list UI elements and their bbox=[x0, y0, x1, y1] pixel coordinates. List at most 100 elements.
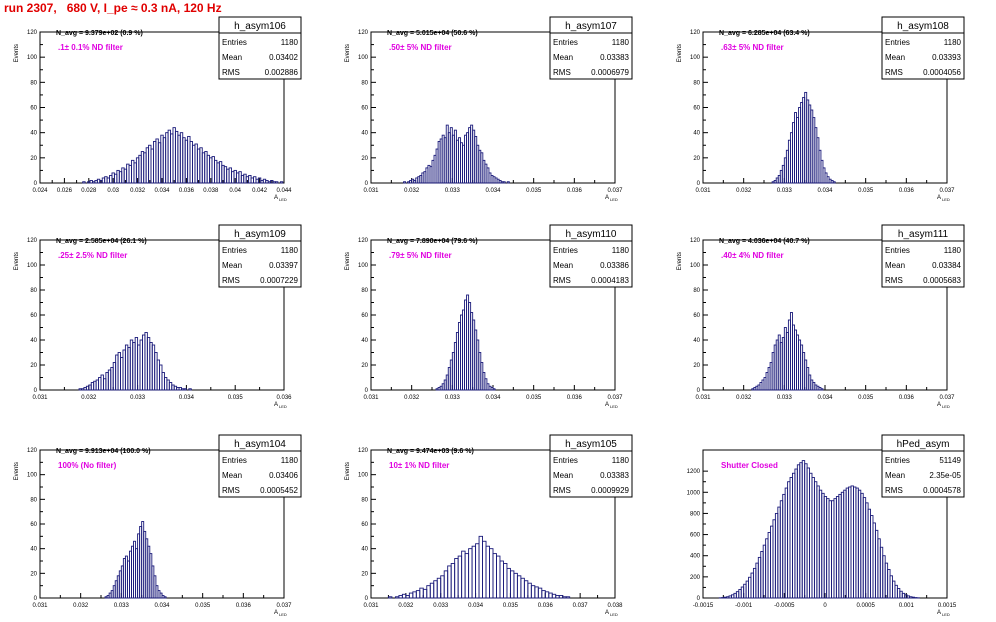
histogram-bin bbox=[513, 572, 518, 599]
x-tick-label: 0.032 bbox=[81, 395, 97, 401]
x-tick-label: 0.028 bbox=[81, 188, 97, 194]
stat-value-rms: 0.002886 bbox=[265, 68, 299, 77]
histogram-bin bbox=[541, 590, 546, 599]
histogram-bin bbox=[401, 593, 407, 599]
x-tick-label: 0.034 bbox=[179, 395, 195, 401]
filter-label: .40± 4% ND filter bbox=[721, 251, 784, 260]
histogram-bin bbox=[506, 181, 510, 184]
navg-label: N_avg = 4.036e+04 (40.7 %) bbox=[719, 238, 810, 245]
x-axis-title: A bbox=[937, 402, 941, 408]
x-tick-label: 0.026 bbox=[57, 188, 73, 194]
histogram-bin bbox=[499, 560, 504, 599]
histogram-bin bbox=[544, 591, 550, 599]
x-tick-label: 0.036 bbox=[899, 188, 915, 194]
x-tick-label: 0.031 bbox=[32, 395, 48, 401]
histogram-bin bbox=[436, 577, 442, 599]
stat-label-entries: Entries bbox=[222, 246, 247, 255]
histogram-bin bbox=[832, 181, 836, 184]
y-tick-label: 0 bbox=[365, 596, 369, 602]
y-tick-label: 60 bbox=[693, 313, 700, 319]
y-tick-label: 100 bbox=[27, 473, 38, 479]
x-tick-label: 0.036 bbox=[899, 395, 915, 401]
stat-label-rms: RMS bbox=[222, 68, 240, 77]
y-tick-label: 120 bbox=[27, 238, 38, 244]
y-tick-label: 60 bbox=[361, 522, 368, 528]
stat-value-mean: 0.03383 bbox=[600, 53, 629, 62]
x-tick-label: 0.031 bbox=[363, 395, 379, 401]
stat-label-mean: Mean bbox=[553, 53, 573, 62]
x-axis-title: A bbox=[937, 610, 941, 616]
x-tick-label: 0.033 bbox=[130, 395, 146, 401]
x-tick-label: -0.001 bbox=[735, 603, 753, 609]
filter-label: .25± 2.5% ND filter bbox=[58, 251, 127, 260]
histogram-bin bbox=[503, 563, 508, 599]
stats-box bbox=[549, 16, 633, 80]
y-tick-label: 20 bbox=[30, 571, 37, 577]
stat-value-rms: 0.0007229 bbox=[260, 276, 298, 285]
x-tick-label: 0.035 bbox=[858, 188, 874, 194]
y-tick-label: 400 bbox=[690, 554, 701, 560]
histogram-bin bbox=[530, 585, 536, 599]
x-tick-label: 0.033 bbox=[445, 188, 461, 194]
x-tick-label: 0.034 bbox=[468, 603, 484, 609]
stat-label-mean: Mean bbox=[222, 261, 242, 270]
histogram-bin bbox=[426, 585, 431, 599]
x-tick-label: 0.037 bbox=[607, 188, 623, 194]
histogram-bin bbox=[461, 550, 466, 599]
stat-label-rms: RMS bbox=[553, 68, 571, 77]
hist-name: h_asym107 bbox=[565, 21, 617, 32]
x-tick-label: 0.032 bbox=[130, 188, 146, 194]
x-tick-label: 0.024 bbox=[32, 188, 48, 194]
x-axis-title-subscript: LED bbox=[610, 197, 618, 202]
x-tick-label: 0.033 bbox=[114, 603, 130, 609]
y-tick-label: 60 bbox=[30, 522, 37, 528]
x-tick-label: 0.035 bbox=[195, 603, 211, 609]
x-tick-label: 0.035 bbox=[526, 188, 542, 194]
y-tick-label: 80 bbox=[361, 288, 368, 294]
x-tick-label: 0.031 bbox=[363, 603, 379, 609]
y-tick-label: 20 bbox=[30, 363, 37, 369]
stats-box bbox=[881, 434, 965, 498]
histogram-bin bbox=[279, 181, 284, 184]
y-tick-label: 80 bbox=[693, 288, 700, 294]
stats-box bbox=[549, 224, 633, 288]
stat-value-entries: 1180 bbox=[281, 246, 299, 255]
x-tick-label: 0.036 bbox=[276, 395, 292, 401]
y-axis-title: Events bbox=[345, 44, 351, 62]
stat-value-mean: 0.03402 bbox=[269, 53, 298, 62]
stat-value-entries: 1180 bbox=[612, 38, 630, 47]
x-tick-label: 0.036 bbox=[567, 395, 583, 401]
stat-value-rms: 0.0005452 bbox=[260, 486, 298, 495]
x-axis-title: A bbox=[605, 610, 609, 616]
y-axis-title: Events bbox=[14, 462, 20, 480]
x-tick-label: 0.035 bbox=[858, 395, 874, 401]
histogram-bin bbox=[509, 570, 515, 599]
x-axis-title: A bbox=[605, 402, 609, 408]
stat-value-mean: 0.03383 bbox=[600, 471, 629, 480]
x-tick-label: 0.03 bbox=[107, 188, 119, 194]
stat-label-entries: Entries bbox=[885, 246, 910, 255]
x-tick-label: 0.032 bbox=[404, 188, 420, 194]
y-tick-label: 40 bbox=[361, 547, 368, 553]
histogram-bin bbox=[555, 595, 560, 599]
y-tick-label: 60 bbox=[361, 313, 368, 319]
y-tick-label: 40 bbox=[30, 131, 37, 137]
y-tick-label: 100 bbox=[27, 263, 38, 269]
filter-label: 100% (No filter) bbox=[58, 461, 117, 470]
y-tick-label: 0 bbox=[365, 181, 369, 187]
stat-value-entries: 1180 bbox=[281, 38, 299, 47]
x-axis-title-subscript: LED bbox=[279, 612, 287, 617]
x-tick-label: 0.034 bbox=[817, 395, 833, 401]
x-axis-title: A bbox=[274, 195, 278, 201]
hist-name: h_asym106 bbox=[234, 21, 286, 32]
stat-label-mean: Mean bbox=[222, 53, 242, 62]
histogram-bin bbox=[163, 596, 167, 599]
stats-box bbox=[218, 434, 302, 498]
stat-label-mean: Mean bbox=[885, 53, 905, 62]
stat-value-entries: 51149 bbox=[939, 456, 961, 465]
histogram-bin bbox=[450, 563, 456, 599]
histogram-bin bbox=[565, 596, 571, 599]
histogram-bin bbox=[440, 575, 445, 599]
y-tick-label: 40 bbox=[30, 338, 37, 344]
